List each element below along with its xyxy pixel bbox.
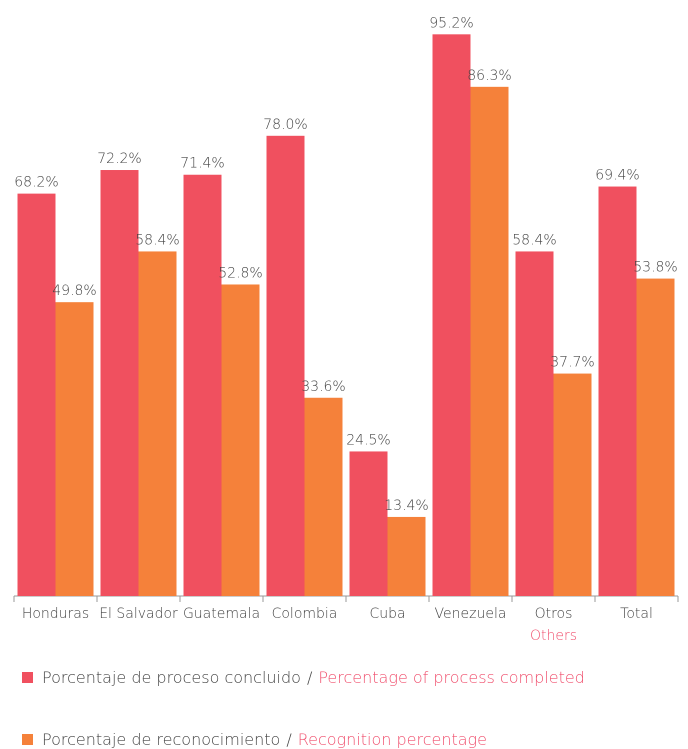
bar <box>138 251 177 596</box>
bar <box>636 278 675 596</box>
legend-label: Porcentaje de reconocimiento / Recognition… <box>42 730 487 749</box>
legend-separator: / <box>307 668 313 687</box>
value-label: 95.2% <box>429 15 473 31</box>
bar <box>304 397 343 596</box>
bar <box>598 186 637 597</box>
x-tick-label: El Salvador <box>99 606 178 622</box>
legend-name: Porcentaje de reconocimiento <box>42 730 280 749</box>
bar <box>470 86 509 596</box>
x-tick-label: Guatemala <box>183 606 260 622</box>
x-tick-label: Cuba <box>369 606 405 622</box>
value-label: 58.4% <box>135 232 179 248</box>
bar <box>55 302 94 596</box>
value-label: 52.8% <box>218 265 262 281</box>
legend-translation: Percentage of process completed <box>318 668 585 687</box>
bar <box>553 373 592 596</box>
bar <box>349 451 388 596</box>
legend-separator: / <box>286 730 292 749</box>
bar <box>183 174 222 597</box>
x-tick-label: Venezuela <box>435 606 507 622</box>
value-label: 86.3% <box>467 68 511 84</box>
value-label: 71.4% <box>180 156 224 172</box>
value-label: 33.6% <box>301 379 345 395</box>
value-label: 53.8% <box>633 260 677 276</box>
x-tick-translation: Others <box>530 628 577 644</box>
bar <box>100 170 139 596</box>
value-label: 72.2% <box>97 151 141 167</box>
value-label: 78.0% <box>263 117 307 133</box>
bar <box>221 284 260 596</box>
bar <box>266 135 305 597</box>
value-label: 69.4% <box>595 168 639 184</box>
bar <box>387 516 426 596</box>
legend-swatch <box>22 734 33 745</box>
legend-swatch <box>22 672 33 683</box>
x-tick-label: Colombia <box>272 606 338 622</box>
bar <box>17 193 56 596</box>
bar <box>432 34 471 596</box>
legend-label: Porcentaje de proceso concluido / Percenta… <box>42 668 585 687</box>
value-label: 24.5% <box>346 432 390 448</box>
bar <box>515 251 554 596</box>
legend-translation: Recognition percentage <box>298 730 487 749</box>
value-label: 68.2% <box>14 175 58 191</box>
value-label: 58.4% <box>512 232 556 248</box>
value-label: 37.7% <box>550 355 594 371</box>
x-tick-label: Otros <box>535 606 573 622</box>
value-label: 13.4% <box>384 498 428 514</box>
x-tick-label: Total <box>620 606 653 622</box>
legend-name: Porcentaje de proceso concluido <box>42 668 301 687</box>
x-tick-label: Honduras <box>22 606 89 622</box>
value-label: 49.8% <box>52 283 96 299</box>
